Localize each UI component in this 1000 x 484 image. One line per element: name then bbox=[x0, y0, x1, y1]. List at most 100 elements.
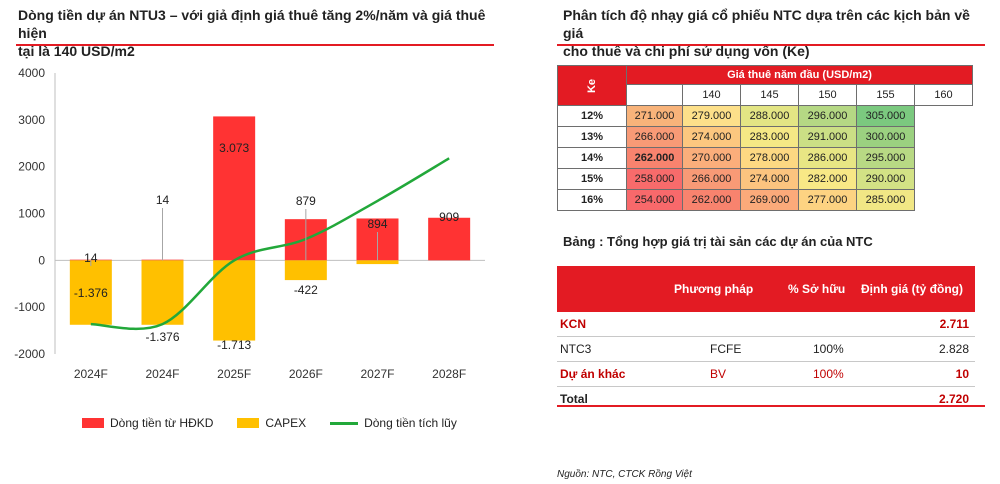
x-tick-label: 2028F bbox=[432, 367, 466, 381]
sensitivity-row: 12% 271.000 279.000 288.000 296.000 305.000 bbox=[557, 105, 973, 127]
sensitivity-cell: 285.000 bbox=[856, 189, 915, 211]
y-tick-label: 0 bbox=[38, 253, 45, 267]
sensitivity-cell: 278.000 bbox=[740, 147, 799, 169]
col-header-rent: Giá thuê năm đầu (USD/m2) bbox=[626, 65, 973, 85]
y-tick-label: 4000 bbox=[18, 66, 45, 80]
asset-value: 2.828 bbox=[938, 342, 969, 356]
x-tick-label: 2024F bbox=[74, 367, 108, 381]
y-tick-label: 2000 bbox=[18, 160, 45, 174]
header-valuation: Định giá (tỷ đồng) bbox=[861, 282, 963, 296]
sensitivity-cell: 266.000 bbox=[626, 126, 683, 148]
sensitivity-cell: 262.000 bbox=[682, 189, 741, 211]
sensitivity-cell: 258.000 bbox=[626, 168, 683, 190]
chart-title-line1: Dòng tiền dự án NTU3 – với giả định giá … bbox=[18, 7, 486, 41]
asset-name: KCN bbox=[560, 317, 586, 331]
data-label-capex: -1.713 bbox=[217, 338, 251, 352]
col-header-cell: 145 bbox=[740, 84, 799, 106]
data-label-hdkd: 879 bbox=[296, 194, 316, 208]
col-header-cell: 140 bbox=[682, 84, 741, 106]
chart-title: Dòng tiền dự án NTU3 – với giả định giá … bbox=[18, 6, 498, 60]
legend-label-hdkd: Dòng tiền từ HĐKD bbox=[110, 416, 214, 430]
legend-swatch-capex bbox=[237, 418, 260, 428]
sensitivity-cell: 271.000 bbox=[626, 105, 683, 127]
y-tick-label: -1000 bbox=[14, 300, 45, 314]
asset-value: 10 bbox=[955, 367, 969, 381]
asset-row-ntc3: NTC3 FCFE 100% 2.828 bbox=[557, 337, 975, 362]
sensitivity-cell: 274.000 bbox=[740, 168, 799, 190]
data-label-hdkd: 3.073 bbox=[219, 141, 249, 155]
asset-row-other: Dự án khác BV 100% 10 bbox=[557, 362, 975, 387]
legend-swatch-hdkd bbox=[82, 418, 104, 428]
sensitivity-cell: 291.000 bbox=[798, 126, 857, 148]
sensitivity-cell: 286.000 bbox=[798, 147, 857, 169]
sensitivity-title-line1: Phân tích độ nhạy giá cổ phiếu NTC dựa t… bbox=[563, 7, 970, 41]
y-tick-label: 1000 bbox=[18, 207, 45, 221]
bar-hdkd bbox=[428, 217, 471, 261]
bar-hdkd bbox=[69, 259, 112, 261]
chart-legend: Dòng tiền từ HĐKD CAPEX Dòng tiền tích l… bbox=[82, 416, 475, 430]
asset-table: Phương pháp % Sở hữu Định giá (tỷ đồng) … bbox=[557, 266, 975, 411]
asset-row-kcn: KCN 2.711 bbox=[557, 312, 975, 337]
sensitivity-row-label: 14% bbox=[557, 147, 627, 169]
sensitivity-cell: 283.000 bbox=[740, 126, 799, 148]
chart-bars bbox=[69, 116, 471, 341]
sensitivity-row-label: 13% bbox=[557, 126, 627, 148]
asset-row-total: Total 2.720 bbox=[557, 387, 975, 411]
sensitivity-row: 16% 254.000 262.000 269.000 277.000 285.000 bbox=[557, 189, 973, 211]
legend-label-cumulative: Dòng tiền tích lũy bbox=[364, 416, 457, 430]
sensitivity-cell: 274.000 bbox=[682, 126, 741, 148]
sensitivity-row: 13% 266.000 274.000 283.000 291.000 300.000 bbox=[557, 126, 973, 148]
asset-name: NTC3 bbox=[560, 342, 592, 356]
asset-name: Total bbox=[560, 392, 588, 406]
sensitivity-title-line2: cho thuê và chi phí sử dụng vốn (Ke) bbox=[563, 43, 810, 59]
sensitivity-cell: 262.000 bbox=[626, 147, 683, 169]
asset-ownership: 100% bbox=[813, 367, 844, 381]
col-header-cell: 150 bbox=[798, 84, 857, 106]
data-label-capex: -1.376 bbox=[74, 286, 108, 300]
data-label-capex: -422 bbox=[294, 283, 318, 297]
header-method: Phương pháp bbox=[674, 282, 754, 296]
title-divider bbox=[16, 44, 494, 46]
bar-capex bbox=[69, 260, 112, 325]
data-label-hdkd: 909 bbox=[439, 210, 459, 224]
sensitivity-cell: 269.000 bbox=[740, 189, 799, 211]
row-header-ke: Ke bbox=[557, 65, 627, 106]
data-label-hdkd: 894 bbox=[367, 217, 387, 231]
asset-bottom-divider bbox=[557, 405, 985, 407]
asset-method: BV bbox=[710, 367, 727, 381]
source-note: Nguồn: NTC, CTCK Rồng Việt bbox=[557, 469, 692, 480]
col-header-cell: 160 bbox=[914, 84, 973, 106]
chart-title-line2: tại là 140 USD/m2 bbox=[18, 43, 135, 59]
sensitivity-cell: 270.000 bbox=[682, 147, 741, 169]
y-tick-label: 3000 bbox=[18, 113, 45, 127]
sensitivity-divider bbox=[557, 44, 985, 46]
asset-table-header: Phương pháp % Sở hữu Định giá (tỷ đồng) bbox=[557, 266, 975, 312]
asset-ownership: 100% bbox=[813, 342, 844, 356]
line-cumulative bbox=[90, 157, 450, 331]
x-tick-label: 2024F bbox=[145, 367, 179, 381]
chart-labels: 14 14 3.073 879 894 909 -1.376 -1.376 -1.713 -422 bbox=[74, 141, 460, 352]
bar-capex bbox=[213, 260, 256, 341]
bar-capex bbox=[284, 260, 327, 281]
sensitivity-row: 15% 258.000 266.000 274.000 282.000 290.000 bbox=[557, 168, 973, 190]
sensitivity-cell: 305.000 bbox=[856, 105, 915, 127]
header-ownership: % Sở hữu bbox=[788, 282, 846, 296]
bar-capex bbox=[356, 260, 399, 265]
sensitivity-title: Phân tích độ nhạy giá cổ phiếu NTC dựa t… bbox=[563, 6, 983, 60]
sensitivity-cell: 290.000 bbox=[856, 168, 915, 190]
sensitivity-cell: 295.000 bbox=[856, 147, 915, 169]
data-label-capex: -1.376 bbox=[145, 330, 179, 344]
legend-swatch-cumulative bbox=[330, 421, 359, 425]
chart-line bbox=[90, 157, 450, 331]
corner-cell bbox=[626, 84, 683, 106]
sensitivity-row-label: 16% bbox=[557, 189, 627, 211]
sensitivity-cell: 282.000 bbox=[798, 168, 857, 190]
sensitivity-cell: 254.000 bbox=[626, 189, 683, 211]
data-label-hdkd: 14 bbox=[156, 193, 170, 207]
legend-label-capex: CAPEX bbox=[265, 416, 307, 430]
row-header-label: Ke bbox=[586, 78, 598, 93]
x-tick-label: 2025F bbox=[217, 367, 251, 381]
sensitivity-cell: 266.000 bbox=[682, 168, 741, 190]
asset-name: Dự án khác bbox=[560, 367, 626, 381]
sensitivity-cell: 300.000 bbox=[856, 126, 915, 148]
